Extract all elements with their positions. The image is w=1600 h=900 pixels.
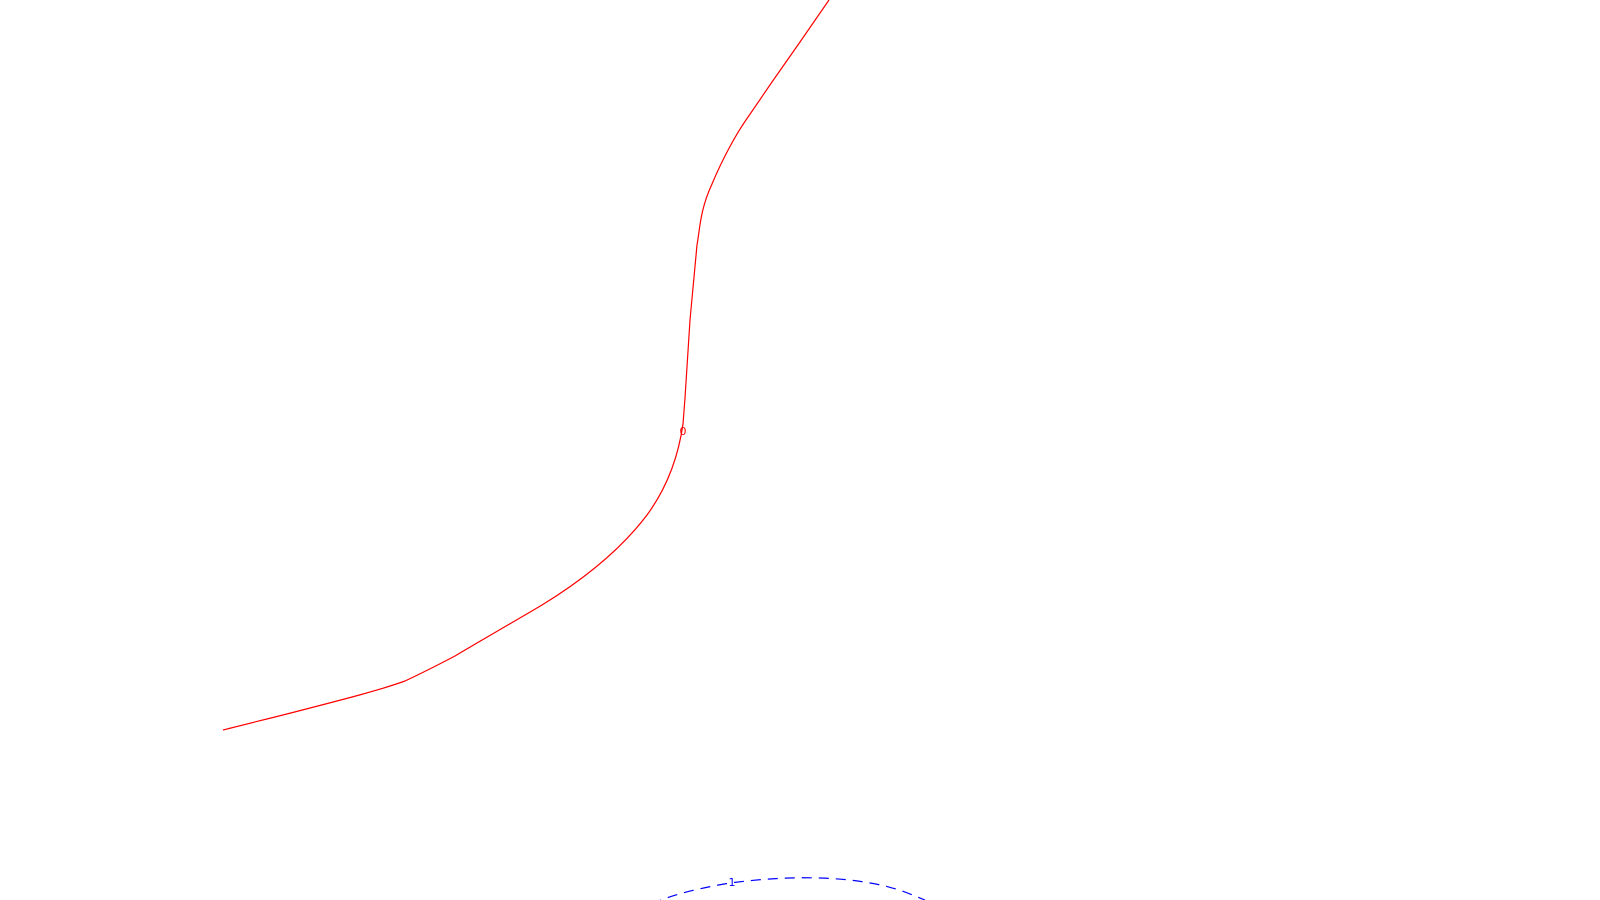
contour-line-level-1 (659, 877, 926, 900)
contour-label-level-0: 0 (680, 425, 687, 438)
contour-line-level-0 (222, 0, 830, 731)
contour-label-level-1: 1 (729, 876, 736, 889)
